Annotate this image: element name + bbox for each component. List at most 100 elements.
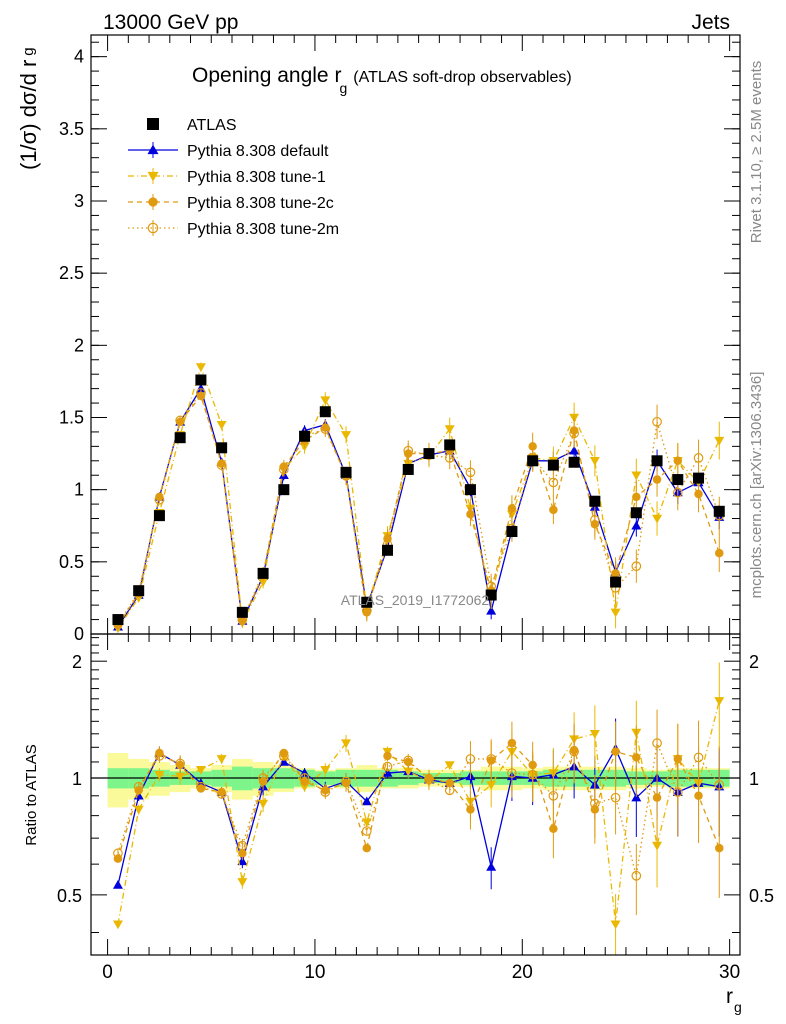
ratio-y-tick-labels: 0.5 0.5 1 1 2 2 <box>57 652 774 906</box>
legend-marker <box>147 222 159 234</box>
x-tick-labels: 0 10 20 30 <box>102 962 740 983</box>
main-series-line <box>117 391 720 625</box>
main-data-point <box>403 445 414 456</box>
x-tick-label: 30 <box>719 962 740 983</box>
header-process: 13000 GeV pp <box>103 11 238 34</box>
main-y-tick-label: 2 <box>74 335 84 355</box>
atlas-data-point <box>361 596 373 608</box>
ratio-data-point <box>278 751 289 761</box>
atlas-data-point <box>485 589 497 601</box>
atlas-data-point <box>195 374 207 386</box>
main-data-point <box>569 428 579 439</box>
ratio-data-point <box>175 758 186 769</box>
ratio-data-point <box>196 781 206 792</box>
legend-marker <box>147 171 159 182</box>
ratio-data-point <box>299 782 310 792</box>
legend-entry: Pythia 8.308 tune-2m <box>128 220 339 238</box>
legend-entry: Pythia 8.308 tune-2c <box>128 194 334 212</box>
ratio-data-point <box>424 774 434 785</box>
legend-entry: ATLAS <box>147 117 237 134</box>
x-tick-label: 20 <box>512 962 533 983</box>
main-data-point <box>320 396 331 406</box>
ratio-data-point <box>382 761 393 772</box>
main-axis-ticks <box>91 35 740 635</box>
ratio-data-point <box>590 798 600 809</box>
ratio-data-point <box>589 730 600 739</box>
ratio-data-point <box>569 746 579 757</box>
main-data-point <box>714 436 725 446</box>
ratio-series-line <box>117 700 720 925</box>
ratio-data-point <box>486 861 497 871</box>
ratio-data-point <box>216 755 227 764</box>
ratio-data-point <box>631 870 642 881</box>
atlas-data-point <box>672 474 684 486</box>
atlas-data-point <box>547 459 559 471</box>
ratio-data-point <box>382 768 393 777</box>
atlas-data-point <box>506 526 518 538</box>
main-chart-title: Opening angle r g(ATLAS soft-drop observa… <box>192 64 572 96</box>
ratio-data-point <box>258 799 269 809</box>
ratio-data-point <box>320 787 331 797</box>
legend: ATLAS Pythia 8.308 default Pythia 8.308 tu… <box>128 117 339 238</box>
main-data-point <box>507 504 517 513</box>
main-y-tick-label: 3 <box>74 191 84 211</box>
main-y-tick-label: 2.5 <box>59 263 84 283</box>
atlas-data-point <box>112 614 124 626</box>
main-data-point <box>154 494 165 505</box>
main-data-point <box>486 605 497 615</box>
ratio-data-point <box>714 780 725 790</box>
ratio-data-point <box>237 856 248 866</box>
main-y-tick-label: 1.5 <box>59 407 84 427</box>
main-data-point <box>610 608 621 618</box>
ratio-data-point <box>133 805 144 815</box>
main-y-tick-label: 0.5 <box>59 552 84 572</box>
ratio-data-point <box>258 773 268 783</box>
ratio-data-point <box>133 781 144 792</box>
legend-label: Pythia 8.308 default <box>187 143 329 160</box>
legend-label: ATLAS <box>187 117 237 134</box>
ratio-axis-ticks <box>91 634 740 955</box>
main-data-point <box>589 457 600 466</box>
main-data-point <box>548 477 559 488</box>
ratio-data-point <box>237 840 248 851</box>
atlas-data-point <box>423 448 435 460</box>
ratio-data-point <box>361 826 372 836</box>
ratio-data-point <box>361 818 372 828</box>
atlas-data-point <box>153 510 165 522</box>
legend-label: Pythia 8.308 tune-2m <box>187 221 339 238</box>
atlas-data-point <box>693 472 705 484</box>
ratio-y-tick-label: 2 <box>72 652 82 672</box>
ratio-data-point <box>611 747 620 756</box>
ratio-frame <box>90 633 741 956</box>
main-data-point <box>466 509 475 519</box>
ratio-y-tick-label-right: 1 <box>749 769 759 789</box>
ratio-data-point <box>154 751 165 761</box>
ratio-data-point <box>507 768 517 778</box>
ratio-data-point <box>444 761 455 771</box>
main-y-tick-label: 4 <box>74 47 84 67</box>
main-data-point <box>175 415 186 426</box>
atlas-data-point <box>402 463 414 475</box>
ratio-panel: 0.5 0.5 1 1 2 2 0 10 20 30 Ratio to ATLAS rg <box>23 633 774 1015</box>
ratio-data-point <box>672 787 683 797</box>
main-series-line <box>117 364 720 629</box>
ratio-data-point <box>299 773 310 783</box>
ratio-data-point <box>403 767 414 777</box>
atlas-data-point <box>630 507 642 519</box>
atlas-data-point <box>382 544 394 556</box>
ratio-data-point <box>486 781 497 790</box>
main-data-point <box>672 487 683 498</box>
main-data-point <box>569 445 580 455</box>
ratio-data-point <box>238 849 247 858</box>
atlas-data-point <box>444 439 456 451</box>
ratio-data-point <box>403 755 414 766</box>
main-y-tick-labels: 0 0.5 1 1.5 2 2.5 3 3.5 4 <box>59 47 84 644</box>
ratio-data-point <box>361 796 372 806</box>
legend-marker <box>147 118 159 130</box>
legend-marker <box>148 197 158 207</box>
ratio-y-axis-label: Ratio to ATLAS <box>23 744 40 845</box>
main-data-point <box>715 548 724 558</box>
main-data-point <box>652 514 663 524</box>
ratio-data-point <box>632 753 641 762</box>
